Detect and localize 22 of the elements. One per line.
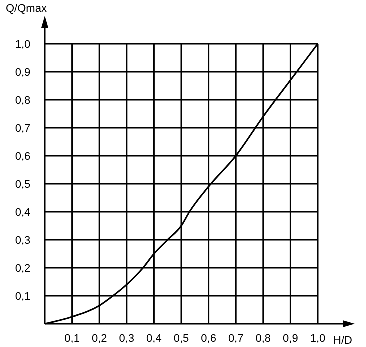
x-tick-label: 0,4 (146, 333, 162, 345)
x-tick-label: 0,1 (64, 333, 80, 345)
x-tick-label: 0,6 (201, 333, 216, 345)
y-tick-label: 0,1 (15, 290, 31, 303)
y-tick-label: 1,0 (15, 38, 31, 51)
y-axis-title: Q/Qmax (6, 3, 48, 15)
x-tick-label: 0,2 (92, 333, 108, 345)
y-tick-label: 0,8 (15, 94, 31, 107)
y-tick-label: 0,9 (15, 66, 31, 79)
x-tick-label: 0,3 (119, 333, 135, 345)
y-tick-label: 0,7 (15, 122, 31, 135)
y-tick-label: 0,5 (15, 178, 31, 191)
x-tick-label: 0,7 (228, 333, 244, 345)
x-tick-label: 0,8 (256, 333, 272, 345)
y-tick-label: 0,2 (15, 262, 31, 275)
y-tick-label: 0,4 (15, 206, 31, 219)
x-tick-label: 1,0 (310, 333, 326, 345)
y-tick-label: 0,3 (15, 234, 31, 247)
y-tick-label: 0,6 (15, 150, 31, 163)
x-tick-label: 0,9 (283, 333, 298, 345)
x-axis-title: H/D (334, 335, 353, 347)
x-tick-label: 0,5 (174, 333, 190, 345)
